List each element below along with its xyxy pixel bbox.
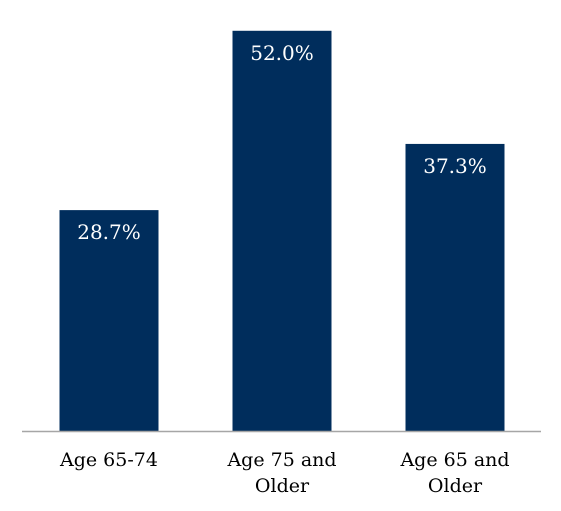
category-label-2-line-2: Older xyxy=(255,475,310,497)
bar-2 xyxy=(232,30,332,432)
value-label-3: 37.3% xyxy=(423,154,487,178)
category-label-3-line-2: Older xyxy=(428,475,483,497)
bar-3 xyxy=(405,143,505,431)
category-label-3-line-1: Age 65 and xyxy=(399,449,509,471)
bars-group xyxy=(59,30,505,432)
category-label-1-line-1: Age 65-74 xyxy=(59,449,158,471)
category-labels-group: Age 65-74 Age 75 and Older Age 65 and Older xyxy=(59,449,510,497)
bar-1 xyxy=(59,210,159,431)
value-label-2: 52.0% xyxy=(250,41,314,65)
value-labels-group: 28.7% 52.0% 37.3% xyxy=(77,41,487,244)
category-label-2-line-1: Age 75 and xyxy=(226,449,336,471)
value-label-1: 28.7% xyxy=(77,220,141,244)
